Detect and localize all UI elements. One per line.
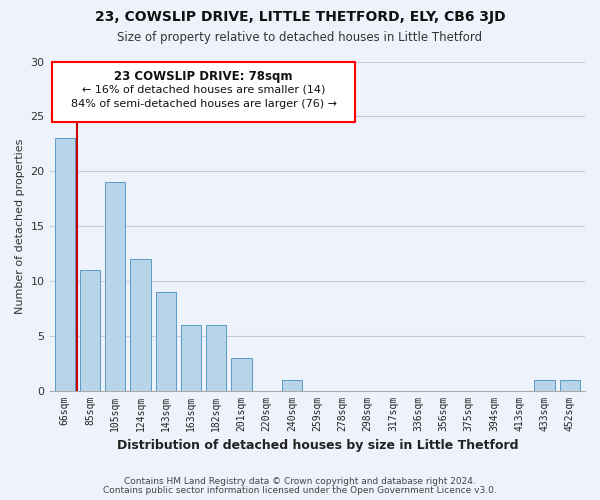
Text: 84% of semi-detached houses are larger (76) →: 84% of semi-detached houses are larger (… (71, 99, 337, 109)
Bar (105, 182, 125, 391)
Bar (535, 380, 554, 391)
Bar (52, 62, 355, 122)
Bar (130, 259, 151, 391)
Bar (181, 325, 201, 391)
Text: Contains HM Land Registry data © Crown copyright and database right 2024.: Contains HM Land Registry data © Crown c… (124, 477, 476, 486)
Bar (560, 380, 580, 391)
Bar (232, 358, 251, 391)
Bar (155, 292, 176, 391)
Text: 23 COWSLIP DRIVE: 78sqm: 23 COWSLIP DRIVE: 78sqm (115, 70, 293, 84)
Text: 23, COWSLIP DRIVE, LITTLE THETFORD, ELY, CB6 3JD: 23, COWSLIP DRIVE, LITTLE THETFORD, ELY,… (95, 10, 505, 24)
Text: ← 16% of detached houses are smaller (14): ← 16% of detached houses are smaller (14… (82, 84, 325, 94)
Bar (282, 380, 302, 391)
X-axis label: Distribution of detached houses by size in Little Thetford: Distribution of detached houses by size … (116, 440, 518, 452)
Bar (206, 325, 226, 391)
Y-axis label: Number of detached properties: Number of detached properties (15, 138, 25, 314)
Text: Size of property relative to detached houses in Little Thetford: Size of property relative to detached ho… (118, 31, 482, 44)
Text: Contains public sector information licensed under the Open Government Licence v3: Contains public sector information licen… (103, 486, 497, 495)
Bar (55, 138, 75, 391)
Bar (80, 270, 100, 391)
